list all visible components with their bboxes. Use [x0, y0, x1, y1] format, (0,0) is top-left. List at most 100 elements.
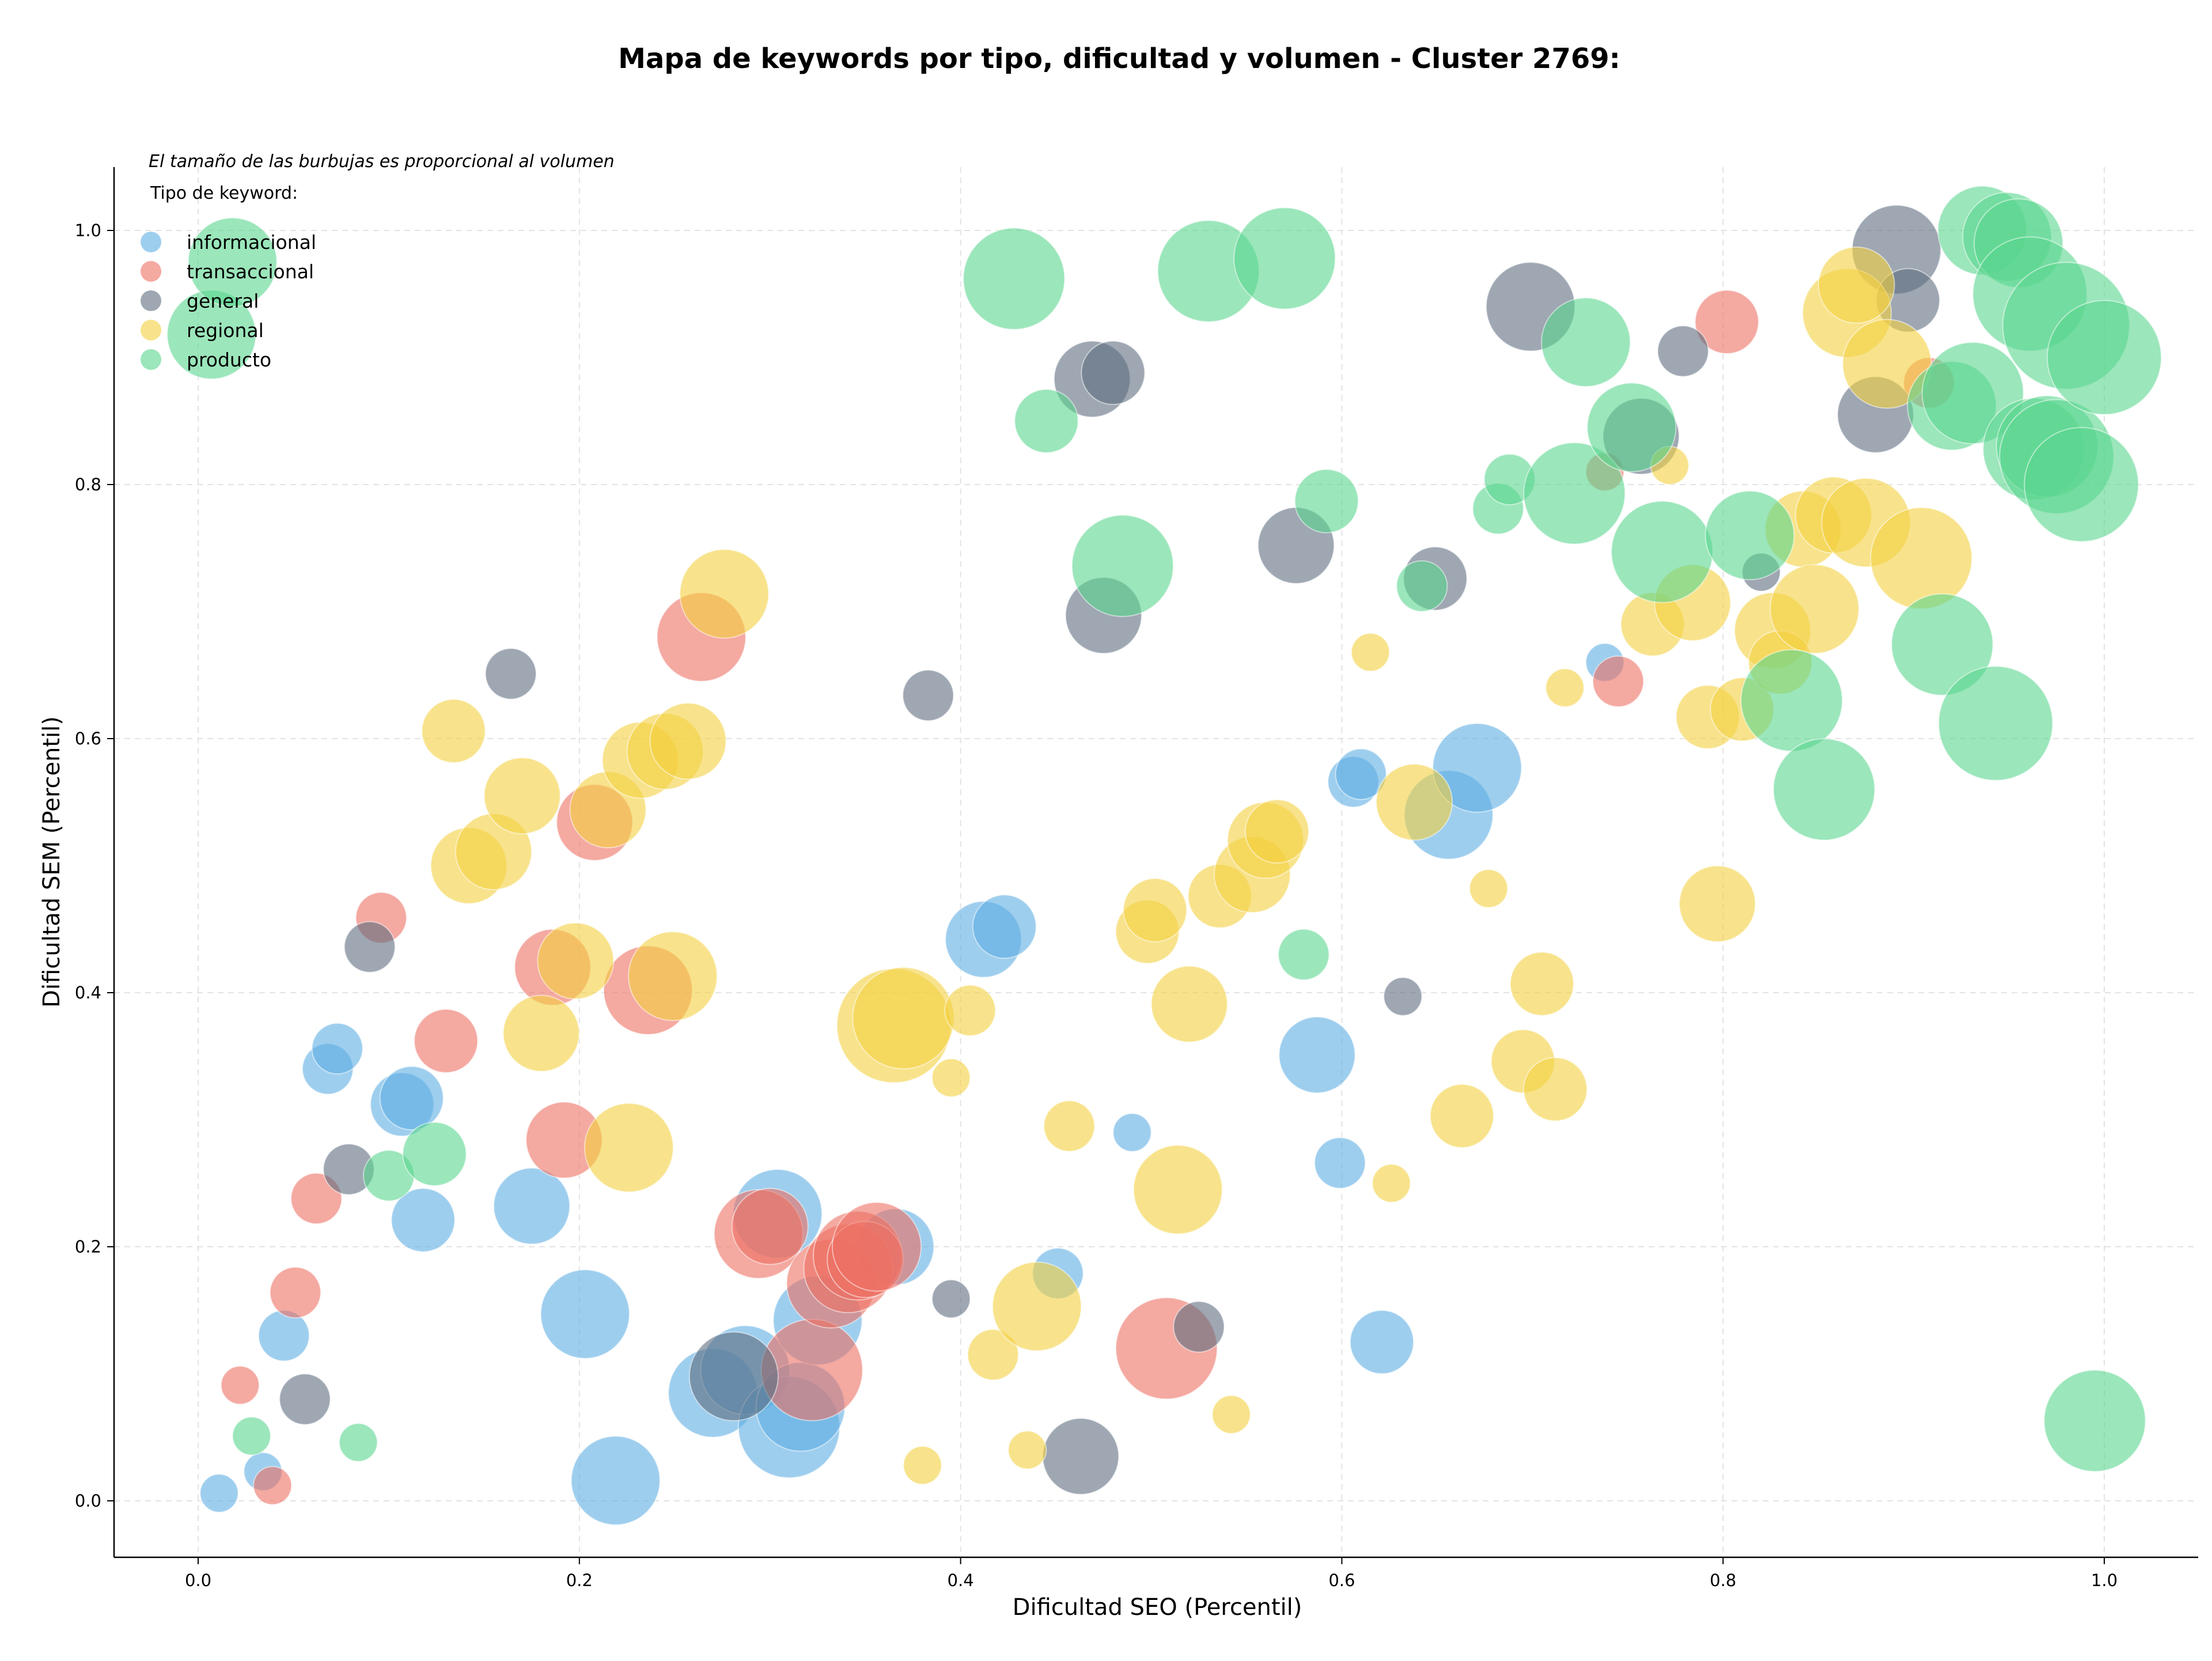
bubble-producto [1586, 382, 1677, 472]
bubble-regional [1523, 1057, 1588, 1122]
bubble-regional [649, 702, 727, 780]
x-tick-label: 0.4 [948, 1571, 974, 1590]
chart-title: Mapa de keywords por tipo, dificultad y … [618, 43, 1620, 75]
bubble-regional [1509, 951, 1574, 1016]
bubble-transaccional [269, 1266, 321, 1319]
bubble-regional [1123, 877, 1188, 943]
bubble-regional [1770, 564, 1859, 654]
bubble-regional [1007, 1430, 1047, 1470]
bubble-informacional [1314, 1137, 1366, 1189]
legend-title: Tipo de keyword: [150, 183, 298, 203]
bubble-regional [679, 548, 770, 639]
bubble-producto [1772, 738, 1876, 841]
bubble-producto [2043, 1369, 2146, 1473]
bubble-producto [1541, 297, 1631, 387]
legend: informacional transaccional general regiona… [141, 231, 316, 371]
bubble-regional [421, 698, 486, 763]
bubble-transaccional [1592, 655, 1645, 707]
bubble-general [688, 1331, 779, 1421]
bubble-producto [1523, 442, 1626, 545]
bubble-regional [483, 757, 561, 835]
bubble-producto [2047, 300, 2162, 415]
bubble-regional [852, 967, 955, 1070]
bubble-producto [1014, 388, 1079, 453]
x-tick-label: 1.0 [2091, 1571, 2118, 1590]
bubble-regional [1372, 1163, 1411, 1203]
bubble-producto [402, 1122, 467, 1186]
bubble-producto [1071, 514, 1174, 618]
bubble-regional [1043, 1100, 1096, 1152]
bubble-transaccional [832, 1202, 922, 1292]
x-axis-label: Dificultad SEO (Percentil) [1013, 1594, 1302, 1621]
bubble-informacional [570, 1435, 661, 1526]
bubble-informacional [1432, 722, 1522, 813]
y-tick-label: 1.0 [75, 221, 101, 240]
bubble-regional [502, 994, 580, 1072]
legend-marker-producto [141, 349, 161, 370]
bubble-producto [1891, 593, 1994, 696]
bubble-size-note: El tamaño de las burbujas es proporciona… [149, 152, 615, 172]
bubble-transaccional [1694, 289, 1759, 354]
bubble-regional [944, 984, 997, 1036]
x-tick-label: 0.8 [1710, 1571, 1736, 1590]
data-points [166, 186, 2162, 1526]
legend-label-informacional: informacional [187, 231, 316, 253]
bubble-regional [1545, 668, 1585, 707]
bubble-regional [1870, 506, 1973, 610]
tick-labels: 0.0 0.2 0.4 0.6 0.8 1.0 0.0 0.2 0.4 0.6 0.8 1.0 [75, 221, 2118, 1590]
y-axis-label: Dificultad SEM (Percentil) [39, 716, 65, 1008]
bubble-general [1042, 1417, 1120, 1495]
bubble-general [343, 921, 396, 973]
bubble-general [279, 1373, 331, 1425]
bubble-regional [1351, 633, 1390, 672]
x-tick-label: 0.0 [185, 1571, 211, 1590]
bubble-producto [1278, 928, 1330, 981]
bubble-general [902, 669, 955, 721]
axes [107, 167, 2198, 1564]
bubble-transaccional [253, 1466, 293, 1505]
bubble-general [1657, 325, 1709, 377]
bubble-producto [187, 217, 278, 308]
bubble-regional [627, 931, 718, 1021]
bubble-informacional [1349, 1310, 1414, 1375]
legend-label-general: general [187, 290, 259, 312]
y-tick-label: 0.2 [75, 1237, 101, 1257]
legend-label-transaccional: transaccional [187, 260, 314, 283]
bubble-producto [1233, 207, 1336, 310]
bubble-regional [1429, 1083, 1494, 1148]
bubble-regional [992, 1261, 1082, 1352]
legend-marker-general [141, 290, 161, 311]
y-tick-label: 0.4 [75, 983, 101, 1002]
bubble-informacional [311, 1023, 363, 1074]
x-tick-label: 0.6 [1328, 1571, 1355, 1590]
x-tick-label: 0.2 [566, 1571, 593, 1590]
bubble-producto [232, 1416, 271, 1456]
bubble-regional [537, 922, 615, 1000]
bubble-informacional [1112, 1113, 1152, 1152]
bubble-producto [963, 227, 1066, 330]
bubble-regional [1150, 965, 1228, 1043]
bubble-regional [1132, 1144, 1223, 1235]
legend-marker-transaccional [141, 261, 161, 282]
bubble-producto [1611, 500, 1714, 603]
bubble-general [1081, 340, 1146, 405]
bubble-regional [931, 1058, 971, 1098]
bubble-general [1383, 977, 1423, 1016]
bubble-regional [1469, 869, 1509, 909]
bubble-producto [1396, 560, 1448, 612]
bubble-regional [1244, 799, 1309, 864]
bubble-informacional [199, 1473, 239, 1513]
bubble-informacional [391, 1187, 456, 1253]
bubble-informacional [1335, 748, 1387, 800]
bubble-regional [1679, 865, 1756, 943]
bubble-producto [339, 1422, 378, 1462]
y-tick-label: 0.8 [75, 475, 101, 494]
bubble-informacional [257, 1310, 310, 1362]
y-tick-label: 0.0 [75, 1491, 101, 1511]
bubble-regional [584, 1103, 674, 1193]
legend-marker-informacional [141, 232, 161, 252]
bubble-transaccional [731, 1187, 809, 1265]
bubble-informacional [379, 1066, 444, 1130]
bubble-general [484, 648, 537, 700]
